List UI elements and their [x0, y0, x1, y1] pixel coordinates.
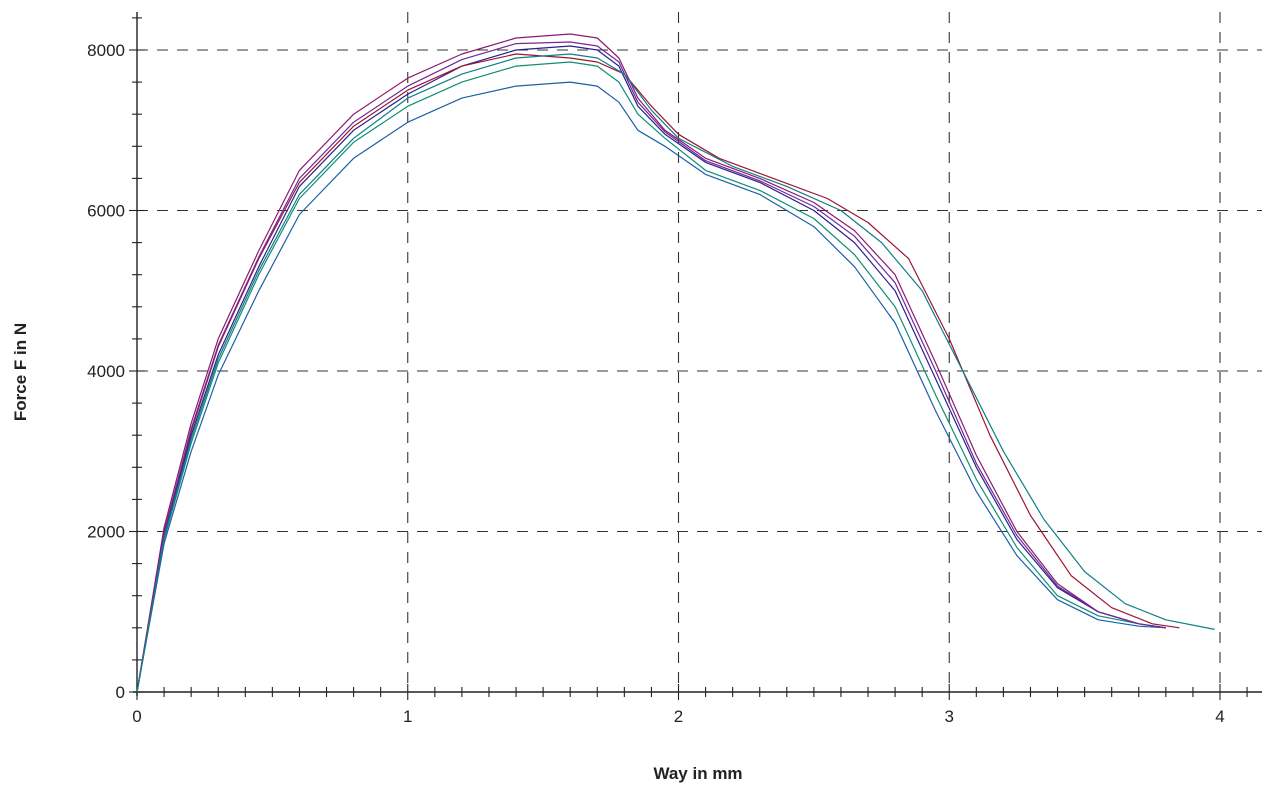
series-line — [136, 61, 1166, 693]
series-line — [136, 53, 1180, 693]
y-tick-label: 6000 — [87, 202, 125, 221]
y-tick-label: 4000 — [87, 362, 125, 381]
series-line — [136, 45, 1166, 693]
y-tick-label: 2000 — [87, 523, 125, 542]
x-tick-label: 4 — [1215, 707, 1224, 726]
y-tick-label: 8000 — [87, 41, 125, 60]
series-line — [136, 41, 1166, 693]
series-line — [136, 81, 1166, 693]
x-tick-label: 2 — [674, 707, 683, 726]
x-tick-label: 1 — [403, 707, 412, 726]
series-line — [136, 53, 1215, 693]
grid — [137, 12, 1262, 692]
axes — [129, 12, 1262, 700]
series-line — [136, 33, 1166, 693]
tick-labels: 0 1 2 3 4 0 2000 4000 6000 8000 — [87, 41, 1225, 726]
x-tick-label: 0 — [132, 707, 141, 726]
y-tick-label: 0 — [116, 683, 125, 702]
x-axis-title: Way in mm — [653, 764, 742, 783]
x-tick-label: 3 — [945, 707, 954, 726]
y-axis-title: Force F in N — [11, 323, 30, 421]
series-lines — [136, 33, 1215, 693]
